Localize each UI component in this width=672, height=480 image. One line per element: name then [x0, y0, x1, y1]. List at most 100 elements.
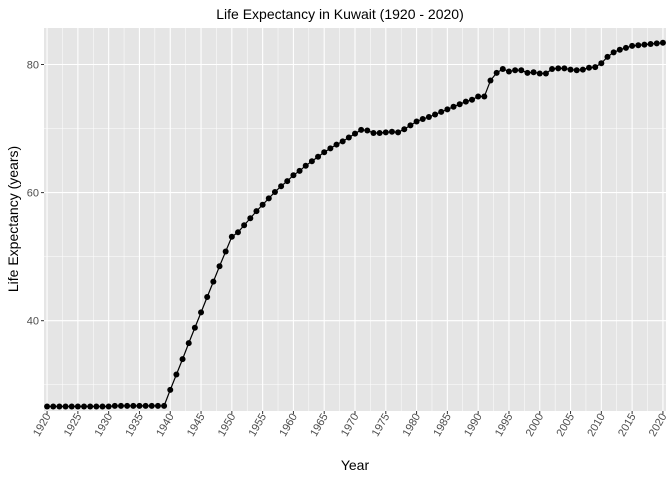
data-point [444, 106, 451, 113]
data-point [475, 93, 482, 100]
x-tick-label: 1920 [31, 412, 54, 439]
x-tick-label: 1940 [154, 412, 177, 439]
data-point [56, 403, 63, 410]
x-tick-label: 1945 [185, 412, 208, 439]
x-tick-label: 2010 [585, 412, 608, 439]
data-point [659, 39, 666, 46]
x-tick-label: 2015 [616, 412, 639, 439]
data-point [345, 134, 352, 141]
data-point [210, 278, 217, 285]
data-point [530, 69, 537, 76]
data-point [524, 69, 531, 76]
data-point [542, 70, 549, 77]
data-point [647, 41, 654, 48]
data-point [432, 111, 439, 118]
x-tick-label: 1990 [462, 412, 485, 439]
data-point [549, 65, 556, 72]
data-point [592, 64, 599, 71]
data-point [450, 103, 457, 110]
data-point [93, 403, 100, 410]
data-point [352, 130, 358, 137]
x-tick-label: 2020 [647, 412, 670, 439]
data-point [481, 93, 488, 100]
data-point [216, 263, 223, 270]
data-point [271, 188, 278, 195]
data-point [167, 386, 174, 393]
data-point [87, 403, 94, 410]
data-point [462, 98, 469, 105]
data-point [382, 129, 389, 136]
data-point [130, 402, 137, 409]
data-point [62, 403, 69, 410]
data-point [191, 324, 198, 331]
data-point [142, 402, 149, 409]
x-tick-label: 1965 [308, 412, 331, 439]
data-point [438, 108, 445, 115]
data-point [204, 293, 211, 300]
data-point [74, 403, 81, 410]
x-tick-label: 1970 [339, 412, 362, 439]
data-point [136, 402, 143, 409]
data-point [370, 130, 377, 137]
x-tick-label: 1975 [370, 412, 393, 439]
data-point [111, 402, 118, 409]
data-point [567, 66, 574, 73]
x-tick-label: 1985 [431, 412, 454, 439]
x-tick-label: 2005 [555, 412, 578, 439]
data-point [179, 356, 186, 363]
data-point [419, 115, 426, 122]
x-tick-label: 1935 [123, 412, 146, 439]
data-point [555, 65, 562, 72]
data-point [641, 41, 648, 48]
data-point [622, 44, 629, 51]
data-point [493, 69, 500, 76]
data-point [561, 65, 568, 72]
data-point [518, 67, 525, 74]
chart-title: Life Expectancy in Kuwait (1920 - 2020) [216, 6, 463, 22]
data-point [105, 403, 112, 410]
data-point [635, 42, 642, 49]
data-point [259, 201, 266, 208]
data-point [395, 129, 402, 136]
data-point [50, 403, 57, 410]
data-point [653, 40, 660, 47]
data-point [81, 403, 88, 410]
grid-major [44, 28, 666, 411]
data-point [388, 128, 395, 135]
data-point [68, 403, 75, 410]
x-tick-label: 1960 [277, 412, 300, 439]
x-tick-label: 1925 [62, 412, 85, 439]
data-point [173, 371, 180, 378]
x-tick-label: 1995 [493, 412, 516, 439]
data-point [327, 145, 334, 152]
data-point [290, 172, 297, 179]
x-tick-label: 2000 [524, 412, 547, 439]
data-point [185, 340, 192, 347]
data-point [413, 118, 420, 125]
data-point [364, 127, 371, 134]
data-point [117, 402, 124, 409]
data-point [339, 138, 346, 145]
data-point [505, 68, 512, 75]
data-point [198, 309, 205, 316]
y-tick-label: 40 [27, 316, 39, 328]
data-point [253, 208, 260, 215]
data-point [284, 178, 291, 185]
data-point [376, 130, 383, 137]
data-point [358, 126, 365, 133]
data-point [228, 233, 235, 240]
data-point [536, 70, 543, 77]
y-axis-title: Life Expectancy (years) [5, 146, 21, 292]
data-point [154, 402, 161, 409]
data-point [407, 122, 414, 129]
data-point [124, 402, 131, 409]
data-point [302, 162, 309, 169]
data-point [296, 167, 303, 174]
data-point [99, 403, 106, 410]
data-point [573, 67, 580, 74]
data-point [315, 153, 322, 160]
data-point [425, 114, 432, 121]
data-point [512, 67, 519, 74]
data-point [161, 402, 168, 409]
data-point [44, 403, 51, 410]
